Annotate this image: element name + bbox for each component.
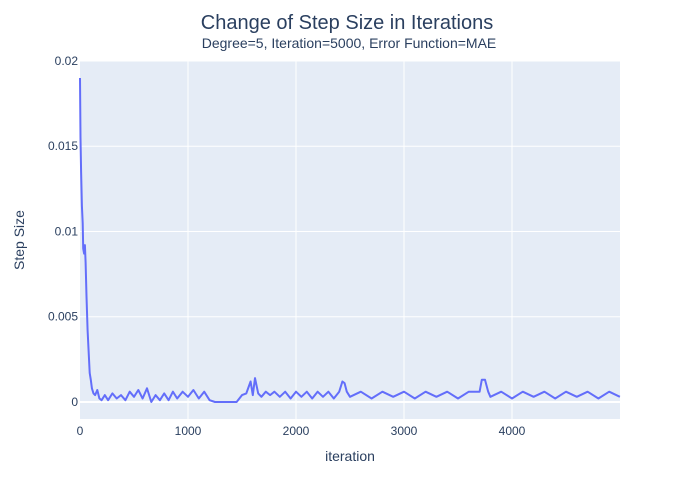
y-tick-label: 0 <box>71 395 78 409</box>
grid-lines <box>80 60 620 419</box>
x-tick-label: 0 <box>77 424 84 438</box>
y-tick-label: 0.01 <box>55 224 79 238</box>
x-axis-title: iteration <box>325 448 375 464</box>
chart-subtitle: Degree=5, Iteration=5000, Error Function… <box>202 35 497 51</box>
y-axis-ticks: 0 0.005 0.01 0.015 0.02 <box>48 54 78 409</box>
series-layer <box>79 77 621 403</box>
y-tick-label: 0.005 <box>48 310 78 324</box>
x-tick-label: 3000 <box>391 424 418 438</box>
chart-title: Change of Step Size in Iterations <box>201 12 493 34</box>
y-tick-label: 0.015 <box>48 139 78 153</box>
x-tick-label: 4000 <box>499 424 526 438</box>
step-size-line <box>79 77 621 403</box>
x-tick-label: 1000 <box>175 424 202 438</box>
y-tick-label: 0.02 <box>55 54 79 68</box>
y-axis-title: Step Size <box>11 210 27 270</box>
plot-area <box>80 61 620 419</box>
x-tick-label: 2000 <box>283 424 310 438</box>
x-axis-ticks: 0 1000 2000 3000 4000 <box>77 424 526 438</box>
